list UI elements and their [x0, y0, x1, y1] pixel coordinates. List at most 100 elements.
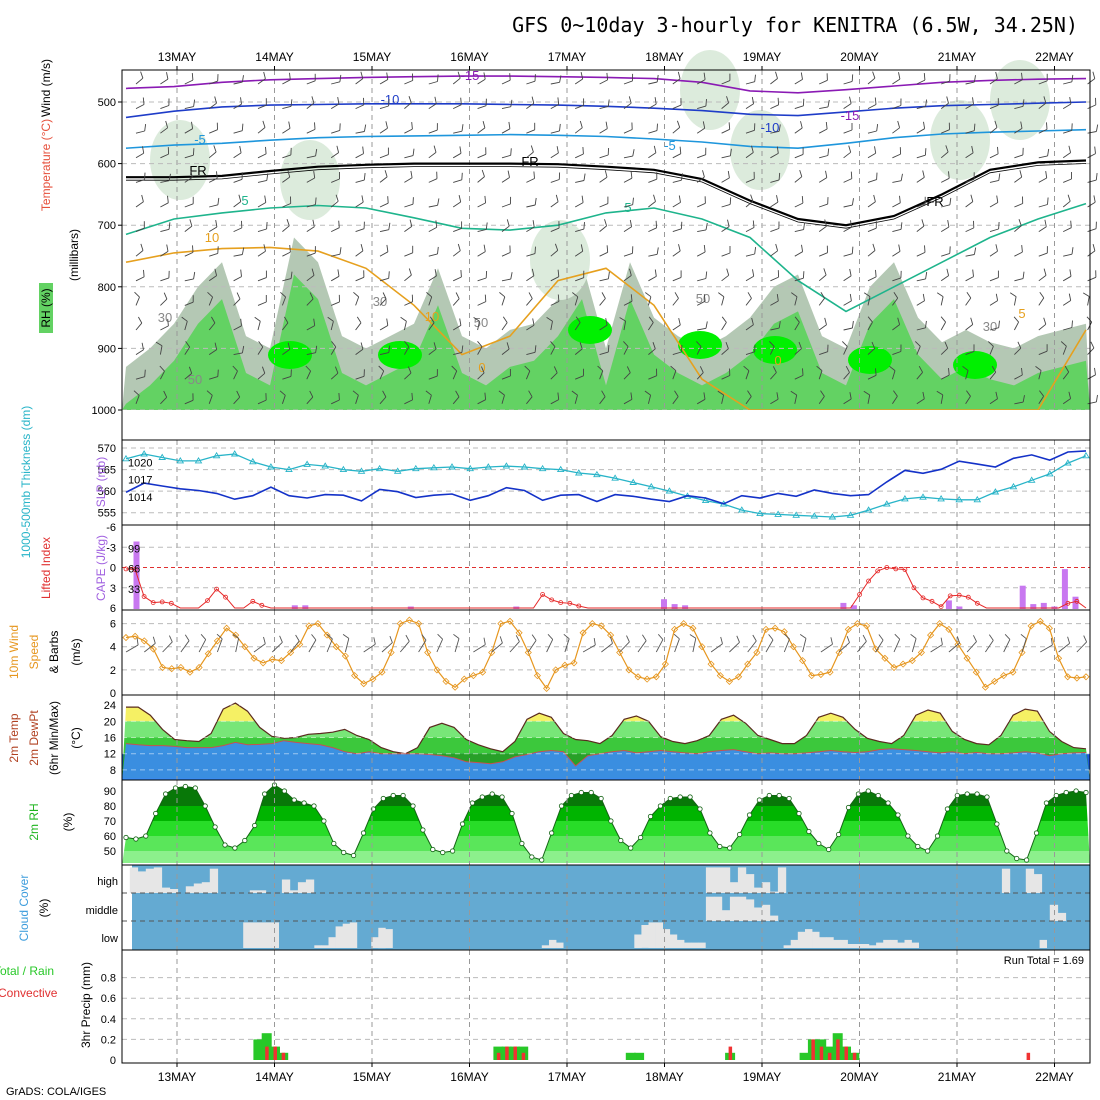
- wind-speed-point: [963, 654, 971, 662]
- precip-convective-bar: [273, 1046, 277, 1060]
- rh-point: [1043, 800, 1050, 806]
- wind-barb: [892, 105, 902, 110]
- wind-barb-flag: [893, 390, 898, 397]
- wind-barb-flag: [459, 318, 462, 326]
- wind-barb: [473, 644, 486, 653]
- wind-barb: [599, 351, 609, 356]
- rh-band-light: [730, 110, 790, 190]
- wind-barb: [1087, 401, 1097, 405]
- wind-barb-flag: [874, 97, 877, 105]
- wind-speed-point: [305, 622, 313, 630]
- wind-barb-flag: [506, 342, 510, 350]
- wind-barb: [648, 152, 657, 159]
- wind-speed-point: [524, 648, 532, 657]
- wind-barb-flag: [216, 633, 223, 640]
- wind-barb-flag: [557, 294, 560, 302]
- wind-barb-flag: [337, 269, 340, 277]
- temp-band-16: [122, 737, 1090, 754]
- date-axis-top: 13MAY 14MAY 15MAY 16MAY 17MAY 18MAY 19MAY 20MAY…: [158, 50, 1074, 64]
- wind-barb: [1014, 176, 1022, 183]
- wind-barb: [770, 327, 780, 331]
- wind-barb: [989, 228, 999, 233]
- wind-barb: [379, 79, 389, 85]
- y-tick-label: high: [97, 876, 118, 888]
- rh-point: [153, 810, 159, 817]
- wind-barb-flag: [1050, 638, 1053, 646]
- wind-barb: [599, 278, 609, 282]
- date-label-top: 17MAY: [548, 50, 586, 64]
- wind-barb: [453, 104, 462, 110]
- cloud-bar: [161, 887, 171, 893]
- rh-point: [826, 846, 832, 853]
- wind-barb: [379, 154, 389, 159]
- rh-point: [400, 792, 406, 799]
- wind-barb: [623, 177, 633, 183]
- wind-barb: [257, 399, 267, 405]
- wind-barb-flag: [133, 390, 140, 396]
- wind-barb: [623, 204, 633, 208]
- wind-barb-flag: [1047, 148, 1050, 156]
- cloud-bar: [1039, 939, 1047, 948]
- wind-barb-flag: [619, 317, 626, 322]
- wind-barb-flag: [674, 292, 679, 299]
- wind-barb: [233, 103, 242, 109]
- cloud-bar: [826, 937, 834, 948]
- wind-barb: [941, 129, 950, 134]
- wind-barb: [1014, 278, 1024, 282]
- y-axis-label-cloud-unit: (%): [37, 899, 51, 918]
- wind-speed-point: [1027, 622, 1035, 630]
- wind-barb-flag: [972, 635, 977, 642]
- wind-barb-flag: [159, 365, 165, 372]
- wind-barb-flag: [429, 316, 435, 323]
- wind-barb: [404, 346, 410, 355]
- thickness-point: [194, 457, 203, 464]
- cloud-bar: [721, 910, 731, 921]
- wind-barb-flag: [736, 635, 740, 643]
- contour-label: -5: [194, 132, 206, 147]
- rh-point: [360, 830, 367, 836]
- wind-barb: [355, 153, 364, 159]
- wind-barb: [745, 351, 755, 356]
- rh-point: [529, 854, 535, 860]
- wind-barb: [745, 324, 754, 331]
- wind-speed-point: [698, 643, 706, 651]
- cloud-bar: [129, 867, 139, 893]
- wind-speed-point: [799, 657, 807, 665]
- wind-speed-point: [936, 620, 944, 628]
- wind-barb-flag: [434, 269, 437, 277]
- wind-barb-flag: [407, 366, 412, 374]
- li-point: [150, 600, 156, 605]
- wind-barb-flag: [189, 219, 193, 227]
- wind-barb-flag: [515, 635, 520, 642]
- wind-barb: [1087, 201, 1096, 208]
- wind-barb: [233, 298, 241, 306]
- wind-speed-point: [981, 683, 989, 691]
- y-tick-label: 570: [98, 443, 116, 455]
- rh-point: [1083, 789, 1089, 796]
- temp-line: [126, 702, 1087, 755]
- date-label-bottom: 14MAY: [255, 1070, 293, 1084]
- wind-barb: [892, 78, 901, 85]
- wind-barb: [233, 227, 242, 233]
- wind-speed-point: [277, 657, 285, 665]
- y-axis-label-li: Lifted Index: [39, 537, 53, 599]
- wind-barb: [257, 78, 266, 85]
- wind-barb: [526, 275, 535, 282]
- wind-barb-flag: [607, 345, 610, 353]
- wind-barb: [648, 103, 657, 109]
- contour-label: 30: [983, 319, 997, 334]
- upper-air-gap: [122, 410, 1090, 440]
- wind-barb-flag: [717, 390, 724, 396]
- wind-barb-flag: [289, 245, 291, 253]
- rh-point: [1063, 789, 1069, 796]
- rh-point: [875, 792, 881, 799]
- wind-barb: [501, 79, 511, 85]
- rh-point: [964, 791, 970, 797]
- wind-barb: [818, 297, 825, 306]
- cloud-bar: [378, 927, 386, 949]
- wind-barb-flag: [313, 171, 316, 179]
- wind-barb-flag: [327, 316, 334, 322]
- wind-barb: [526, 324, 535, 331]
- li-point: [893, 566, 899, 572]
- wind-barb: [501, 128, 511, 134]
